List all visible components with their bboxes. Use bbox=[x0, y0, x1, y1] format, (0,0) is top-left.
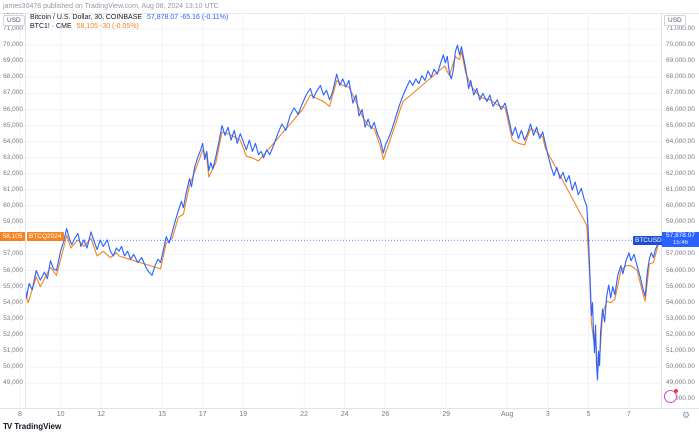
left-price-axis[interactable]: 72,000 71,000 70,000 69,000 68,000 67,000 66,0… bbox=[0, 13, 25, 408]
time-axis-label: 17 bbox=[198, 411, 207, 418]
price-axis-label: 54,000.00 bbox=[666, 298, 695, 306]
price-axis-label: 51,000 bbox=[3, 347, 23, 354]
price-axis-label: 68,000.00 bbox=[666, 73, 695, 81]
price-axis-label: 64,000.00 bbox=[666, 137, 695, 145]
price-axis-label: 71,000.00 bbox=[666, 25, 695, 32]
tradingview-logo-icon[interactable]: TV bbox=[3, 421, 12, 431]
price-axis-label: 66,000 bbox=[3, 105, 23, 113]
spot-price-axis-label: 57,878.07 15:46 bbox=[662, 232, 699, 248]
price-axis-label: 56,000 bbox=[3, 266, 23, 274]
tradingview-brand[interactable]: TradingView bbox=[14, 421, 62, 431]
futures-title: BTC1! · CME bbox=[30, 22, 72, 30]
time-axis-label: 12 bbox=[97, 411, 106, 418]
left-axis-unit-badge[interactable]: USD bbox=[3, 15, 25, 26]
price-axis-label: 57,000 bbox=[3, 250, 23, 258]
price-axis-label: 61,000.00 bbox=[666, 186, 695, 193]
price-axis-label: 62,000 bbox=[3, 169, 23, 177]
time-axis-label: 29 bbox=[442, 411, 451, 418]
price-axis-label: 70,000.00 bbox=[666, 41, 695, 49]
time-axis-label: 24 bbox=[340, 411, 349, 418]
price-axis-label: 53,000.00 bbox=[666, 314, 695, 322]
chart-frame bbox=[0, 13, 699, 409]
time-axis-label: 3 bbox=[545, 411, 550, 418]
reaction-button[interactable] bbox=[664, 389, 678, 403]
price-axis-label: 69,000.00 bbox=[666, 57, 695, 65]
price-axis-label: 63,000 bbox=[3, 153, 23, 161]
price-axis-label: 50,000 bbox=[3, 363, 23, 371]
price-axis-label: 59,000 bbox=[3, 218, 23, 226]
time-axis-label: 5 bbox=[586, 411, 591, 418]
price-axis-label: 63,000.00 bbox=[666, 153, 695, 161]
spot-symbol-tag[interactable]: BTCUSD bbox=[633, 235, 664, 245]
legend-row-futures[interactable]: BTC1! · CME 58,105 -30 (-0.05%) bbox=[30, 23, 228, 32]
price-axis-label: 49,000.00 bbox=[666, 379, 695, 387]
price-axis-label: 48,000.00 bbox=[666, 395, 695, 403]
price-axis-label: 64,000 bbox=[3, 137, 23, 145]
price-axis-label: 49,000 bbox=[3, 379, 23, 387]
time-axis-label: Aug bbox=[500, 411, 514, 418]
price-axis-label: 61,000 bbox=[3, 186, 23, 193]
btc-futures-line[interactable] bbox=[25, 50, 661, 371]
price-axis-label: 55,000 bbox=[3, 282, 23, 290]
symbol-title: Bitcoin / U.S. Dollar, 30, COINBASE bbox=[30, 14, 143, 21]
price-axis-label: 60,000 bbox=[3, 202, 23, 210]
bar-countdown: 15:46 bbox=[672, 240, 688, 247]
price-axis-label: 67,000.00 bbox=[666, 89, 695, 97]
footer: TV TradingView bbox=[3, 420, 61, 432]
futures-price-axis-label: 58,105 bbox=[0, 232, 25, 242]
legend-row-main[interactable]: Bitcoin / U.S. Dollar, 30, COINBASE 57,8… bbox=[30, 14, 228, 23]
price-axis-label: 57,000.00 bbox=[666, 250, 695, 258]
time-axis-label: 26 bbox=[381, 411, 390, 418]
left-axis-border bbox=[25, 13, 26, 408]
right-axis-border bbox=[661, 13, 662, 408]
price-axis-label: 60,000.00 bbox=[666, 202, 695, 210]
price-axis-label: 67,000 bbox=[3, 89, 23, 97]
right-price-axis[interactable]: 71,000.00 70,000.00 69,000.00 68,000.00 67,0… bbox=[662, 13, 699, 408]
futures-contract-tag[interactable]: BTCQ2024 bbox=[27, 232, 64, 242]
gridlines bbox=[19, 13, 661, 408]
price-axis-label: 59,000.00 bbox=[666, 218, 695, 226]
futures-values: 58,105 -30 (-0.05%) bbox=[76, 22, 139, 30]
price-axis-label: 54,000 bbox=[3, 298, 23, 306]
price-axis-label: 50,000.00 bbox=[666, 363, 695, 371]
price-axis-label: 70,000 bbox=[3, 41, 23, 49]
price-axis-label: 52,000.00 bbox=[666, 330, 695, 338]
price-axis-label: 55,000.00 bbox=[666, 282, 695, 290]
price-axis-label: 56,000.00 bbox=[666, 266, 695, 274]
price-axis-label: 71,000 bbox=[3, 25, 23, 32]
time-axis[interactable]: ⚙ 8 10 12 15 17 19 22 24 26 29 Aug 3 5 7 bbox=[0, 408, 699, 423]
price-axis-label: 72,000 bbox=[3, 13, 23, 17]
attribution-text: james30478 published on TradingView.com,… bbox=[3, 3, 219, 10]
price-axis-label: 53,000 bbox=[3, 314, 23, 322]
gear-icon[interactable]: ⚙ bbox=[682, 410, 691, 420]
price-axis-label: 62,000.00 bbox=[666, 169, 695, 177]
price-axis-label: 51,000.00 bbox=[666, 347, 695, 354]
symbol-values: 57,878.07 -65.16 (-0.11%) bbox=[147, 14, 229, 21]
time-axis-label: 15 bbox=[158, 411, 166, 418]
price-axis-label: 65,000 bbox=[3, 121, 23, 129]
btcusd-line[interactable] bbox=[25, 44, 660, 381]
time-axis-label: 22 bbox=[300, 411, 309, 418]
legend: Bitcoin / U.S. Dollar, 30, COINBASE 57,8… bbox=[30, 14, 228, 31]
time-axis-label: 7 bbox=[627, 411, 631, 418]
time-axis-label: 10 bbox=[56, 411, 65, 418]
right-axis-unit-badge[interactable]: USD bbox=[664, 15, 686, 26]
time-axis-label: 19 bbox=[239, 411, 248, 418]
spot-last-price: 57,878.07 bbox=[666, 232, 695, 240]
price-axis-label: 66,000.00 bbox=[666, 105, 695, 113]
price-axis-label: 69,000 bbox=[3, 57, 23, 65]
time-axis-label: 8 bbox=[18, 411, 22, 418]
price-axis-label: 52,000 bbox=[3, 330, 23, 338]
price-axis-label: 68,000 bbox=[3, 73, 23, 81]
price-axis-label: 65,000.00 bbox=[666, 121, 695, 129]
